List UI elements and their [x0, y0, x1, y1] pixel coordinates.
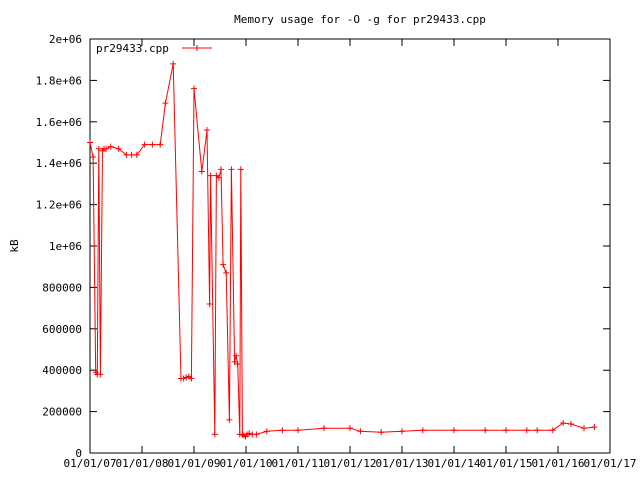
x-axis-ticks: 01/01/07 01/01/08 01/01/09 01/01/10 01/01/11… — [64, 39, 637, 470]
data-point — [240, 432, 247, 439]
x-tick-label: 01/01/09 — [168, 457, 221, 470]
data-point — [95, 145, 102, 152]
data-point — [133, 151, 140, 158]
data-point — [215, 174, 222, 181]
data-point — [198, 168, 205, 175]
data-point — [123, 151, 130, 158]
y-tick-label: 1.6e+06 — [36, 116, 82, 129]
data-point — [183, 374, 190, 381]
y-axis-label: kB — [8, 239, 21, 253]
legend-entry-pr29433: pr29433.cpp — [96, 42, 169, 55]
y-tick-label: 1.4e+06 — [36, 157, 82, 170]
data-point — [211, 431, 218, 438]
data-point — [378, 429, 385, 436]
x-tick-label: 01/01/10 — [220, 457, 273, 470]
data-point — [253, 431, 260, 438]
series-line-0 — [89, 63, 595, 438]
data-point — [220, 261, 227, 268]
data-point — [503, 427, 509, 434]
data-point — [279, 427, 286, 434]
data-point — [451, 427, 457, 434]
data-point — [228, 166, 235, 173]
data-point — [549, 427, 556, 434]
data-point — [246, 430, 253, 437]
data-point — [419, 427, 426, 434]
data-point — [591, 424, 598, 431]
x-tick-label: 01/01/13 — [376, 457, 429, 470]
x-tick-label: 01/01/14 — [428, 457, 481, 470]
y-tick-label: 1e+06 — [49, 240, 82, 253]
y-tick-label: 1.2e+06 — [36, 199, 82, 212]
data-point — [237, 166, 244, 173]
x-tick-label: 01/01/15 — [480, 457, 533, 470]
x-tick-label: 01/01/12 — [324, 457, 377, 470]
data-point — [231, 358, 238, 365]
data-point — [482, 427, 489, 434]
plot-frame — [89, 38, 611, 454]
data-point — [357, 428, 364, 435]
data-point — [223, 269, 230, 276]
legend: pr29433.cpp — [96, 42, 212, 55]
data-point — [206, 300, 213, 307]
data-point — [87, 139, 93, 146]
data-point — [149, 141, 156, 148]
data-point — [107, 143, 114, 150]
y-tick-label: 200000 — [42, 406, 82, 419]
data-point — [568, 421, 574, 428]
data-point — [204, 127, 210, 134]
data-point — [157, 141, 164, 148]
data-point — [97, 371, 104, 378]
data-point — [226, 416, 233, 423]
x-tick-label: 01/01/11 — [272, 457, 325, 470]
data-point — [218, 166, 225, 173]
data-point — [399, 428, 405, 435]
y-tick-label: 1.8e+06 — [36, 74, 82, 87]
chart-title: Memory usage for -O -g for pr29433.cpp — [234, 13, 486, 26]
data-point — [191, 85, 197, 92]
data-point — [90, 153, 97, 160]
data-point — [207, 172, 214, 179]
data-point — [115, 145, 122, 152]
x-tick-label: 01/01/07 — [64, 457, 117, 470]
data-point — [141, 141, 148, 148]
data-point — [523, 427, 530, 434]
data-point — [188, 375, 195, 382]
y-tick-label: 800000 — [42, 281, 82, 294]
data-point — [103, 145, 110, 152]
legend-sample-marker — [194, 45, 200, 51]
data-point — [170, 60, 177, 67]
data-point — [321, 425, 327, 432]
y-tick-label: 400000 — [42, 364, 82, 377]
x-tick-label: 01/01/17 — [584, 457, 637, 470]
data-point — [180, 375, 187, 382]
data-point — [347, 425, 353, 432]
data-point — [128, 151, 135, 158]
y-tick-label: 600000 — [42, 323, 82, 336]
data-point — [234, 360, 241, 367]
data-point — [263, 428, 270, 435]
data-point — [295, 427, 301, 434]
y-axis-ticks: 0 200000 400000 600000 800000 1e+06 1.2e+06 1.4… — [36, 33, 610, 460]
x-tick-label: 01/01/08 — [116, 457, 169, 470]
y-tick-label: 2e+06 — [49, 33, 82, 46]
y-tick-label: 0 — [75, 447, 82, 460]
x-tick-label: 01/01/16 — [532, 457, 585, 470]
data-point — [534, 427, 541, 434]
data-point — [581, 425, 587, 432]
data-point — [162, 100, 169, 107]
data-point — [233, 352, 240, 359]
data-point — [560, 419, 567, 426]
series-layer — [87, 60, 598, 440]
